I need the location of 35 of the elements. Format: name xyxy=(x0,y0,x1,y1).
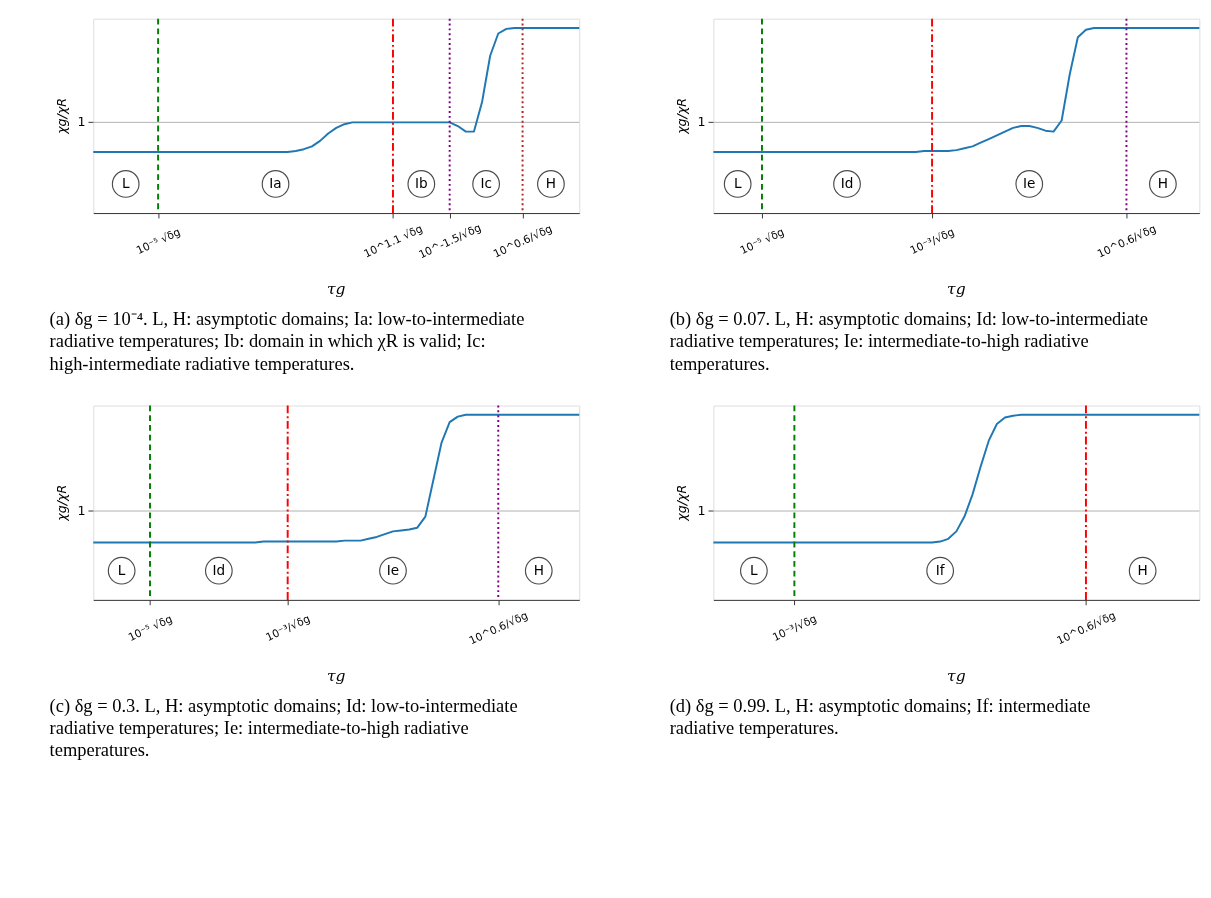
x-axis-title: τg xyxy=(327,666,346,685)
annotation: L xyxy=(117,561,126,578)
annotation: Ic xyxy=(480,174,492,191)
text: (d) δg = 0.99. L, H: asymptotic domains; If: intermediate radiative temperatures. xyxy=(669,695,1091,739)
annotation: If xyxy=(935,561,946,578)
annotation: Id xyxy=(212,561,226,578)
annotation: Ie xyxy=(386,561,400,578)
annotation: H xyxy=(1157,174,1169,191)
x-tick-label: 10⁻⁵ √δg xyxy=(738,225,787,258)
annotation: H xyxy=(545,174,557,191)
x-axis-title: τg xyxy=(947,279,966,298)
y-axis-title: χg/χR xyxy=(54,97,70,135)
annotation: L xyxy=(750,561,759,578)
annotation: Ib xyxy=(415,174,428,191)
text: (b) δg = 0.07. L, H: asymptotic domains; Id: low-to-intermediate radiative temperatures; Ie: intermediate-to-high radiative temperatures. xyxy=(669,308,1148,374)
text: 1 xyxy=(77,114,86,130)
text: 1 xyxy=(697,502,706,518)
x-tick-label: 10⁻⁵ √δg xyxy=(126,612,175,644)
y-axis-title: χg/χR xyxy=(54,484,70,522)
annotation: H xyxy=(533,561,544,578)
text: (a) δg = 10⁻⁴. L, H: asymptotic domains; Ia: low-to-intermediate radiative temperatures; Ib: domain in which χR is valid; Ic: high-intermediate radiative temperatures. xyxy=(49,308,525,374)
annotation: L xyxy=(121,174,130,191)
x-axis-title: τg xyxy=(947,666,966,685)
annotation: L xyxy=(733,174,742,191)
y-axis-title: χg/χR xyxy=(674,97,690,135)
text: 1 xyxy=(697,114,706,130)
y-axis-title: χg/χR xyxy=(674,484,690,522)
x-axis-title: τg xyxy=(327,279,346,298)
annotation: Ia xyxy=(269,174,282,191)
annotation: Ie xyxy=(1023,174,1036,191)
annotation: H xyxy=(1137,561,1148,578)
annotation: Id xyxy=(840,174,854,191)
x-tick-label: 10⁻⁵ √δg xyxy=(134,225,183,258)
text: 1 xyxy=(77,502,86,518)
text: (c) δg = 0.3. L, H: asymptotic domains; Id: low-to-intermediate radiative temperatures; Ie: intermediate-to-high radiative temperatures. xyxy=(49,695,518,761)
